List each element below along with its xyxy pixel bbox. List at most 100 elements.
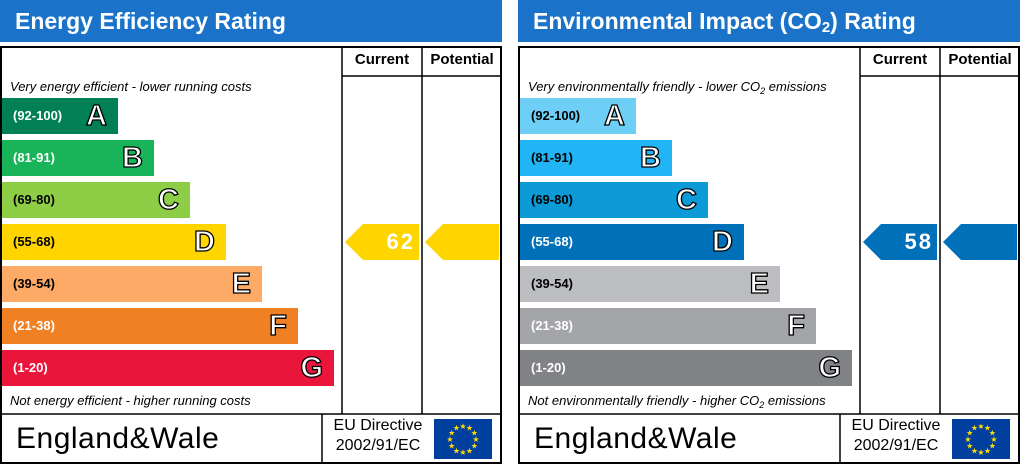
environmental-impact-panel: Environmental Impact (CO2) Rating Curren… [518, 0, 1020, 464]
eu-directive-line-1: EU Directive [851, 417, 941, 434]
band-range-label: (69-80) [531, 192, 573, 207]
band-letter: D [711, 225, 733, 258]
band-f: (21-38) F [2, 308, 298, 344]
band-b: (81-91) B [520, 140, 672, 176]
eu-star-icon: ★ [984, 424, 991, 433]
band-range-label: (21-38) [13, 318, 55, 333]
eu-star-icon: ★ [453, 446, 460, 455]
band-letter: F [787, 309, 806, 342]
band-letter: E [749, 267, 770, 300]
band-letter: A [603, 99, 625, 132]
title-part-2: ) Rating [830, 8, 916, 34]
title-subscript: 2 [821, 19, 831, 36]
top-note: Very energy efficient - lower running co… [10, 79, 252, 94]
band-range-label: (81-91) [13, 150, 55, 165]
top-note-subscript: 2 [760, 86, 766, 96]
eu-star-icon: ★ [459, 448, 466, 457]
band-g: (1-20) G [520, 350, 852, 386]
eu-star-icon: ★ [971, 446, 978, 455]
country-label: England&Wale [534, 422, 738, 455]
eu-star-icon: ★ [989, 442, 996, 451]
top-note-part-2: emissions [765, 79, 827, 94]
current-rating-value: 55 [824, 229, 853, 254]
bottom-note-part-2: emissions [764, 393, 826, 408]
potential-rating-value: 58 [904, 229, 933, 254]
eu-star-icon: ★ [966, 429, 973, 438]
eu-star-icon: ★ [977, 422, 984, 431]
eu-star-icon: ★ [459, 422, 466, 431]
current-arrow-shape [345, 224, 419, 260]
band-f: (21-38) F [520, 308, 816, 344]
table-grid-lines [518, 46, 1020, 464]
bottom-note-part-1: Not environmentally friendly - higher CO [528, 393, 760, 408]
eu-directive: EU Directive 2002/91/EC [844, 416, 948, 456]
column-header-potential: Potential [430, 51, 494, 68]
title-part-1: Environmental Impact (CO [533, 8, 822, 34]
bottom-note-subscript: 2 [759, 400, 765, 410]
band-letter: C [675, 183, 697, 216]
eu-star-icon: ★ [990, 435, 997, 444]
eu-star-icon: ★ [984, 446, 991, 455]
eu-star-icon: ★ [446, 435, 453, 444]
rating-table: Current Potential Very environmentally f… [518, 46, 1020, 464]
eu-star-icon: ★ [471, 442, 478, 451]
eu-directive-line-1: EU Directive [333, 417, 423, 434]
current-rating-value: 59 [306, 229, 335, 254]
band-range-label: (21-38) [531, 318, 573, 333]
eu-flag-icon: ★ ★ ★ ★ ★ ★ ★ ★ ★ ★ ★ ★ [952, 419, 1010, 459]
eu-star-icon: ★ [448, 442, 455, 451]
current-arrow-shape [863, 224, 937, 260]
band-c: (69-80) C [2, 182, 190, 218]
table-grid-lines [0, 46, 502, 464]
eu-star-icon: ★ [453, 424, 460, 433]
eu-directive: EU Directive 2002/91/EC [326, 416, 430, 456]
eu-star-icon: ★ [977, 448, 984, 457]
panel-title: Environmental Impact (CO2) Rating [518, 0, 1020, 42]
band-letter: E [231, 267, 252, 300]
band-range-label: (55-68) [531, 234, 573, 249]
band-letter: D [193, 225, 215, 258]
eu-star-icon: ★ [472, 435, 479, 444]
column-header-potential: Potential [948, 51, 1012, 68]
band-letter: B [639, 141, 661, 174]
band-letter: G [300, 351, 324, 384]
top-note-part-1: Very environmentally friendly - lower CO [528, 79, 761, 94]
column-header-current: Current [872, 51, 928, 68]
band-d: (55-68) D [2, 224, 226, 260]
band-letter: F [269, 309, 288, 342]
band-c: (69-80) C [520, 182, 708, 218]
band-range-label: (81-91) [531, 150, 573, 165]
band-a: (92-100) A [520, 98, 636, 134]
column-header-current: Current [354, 51, 410, 68]
band-e: (39-54) E [520, 266, 780, 302]
country-label: England&Wale [16, 422, 220, 455]
rating-table: Current Potential Very energy efficient … [0, 46, 502, 464]
band-range-label: (39-54) [531, 276, 573, 291]
eu-star-icon: ★ [471, 429, 478, 438]
eu-star-icon: ★ [466, 446, 473, 455]
bottom-note: Not energy efficient - higher running co… [10, 393, 251, 408]
eu-star-icon: ★ [466, 424, 473, 433]
band-range-label: (1-20) [531, 360, 566, 375]
eu-directive-line-2: 2002/91/EC [853, 437, 939, 454]
band-range-label: (1-20) [13, 360, 48, 375]
band-range-label: (92-100) [13, 108, 63, 123]
band-range-label: (55-68) [13, 234, 55, 249]
eu-directive-line-2: 2002/91/EC [335, 437, 421, 454]
band-a: (92-100) A [2, 98, 118, 134]
band-letter: G [818, 351, 842, 384]
eu-star-icon: ★ [971, 424, 978, 433]
band-range-label: (92-100) [531, 108, 581, 123]
eu-stars-icon: ★ ★★★★★★★★★★★ [446, 422, 479, 457]
band-range-label: (39-54) [13, 276, 55, 291]
bottom-note: Not environmentally friendly - higher CO… [528, 393, 826, 410]
eu-star-icon: ★ [966, 442, 973, 451]
top-note: Very environmentally friendly - lower CO… [528, 79, 827, 96]
band-g: (1-20) G [2, 350, 334, 386]
energy-efficiency-panel: Energy Efficiency Rating Current Potenti… [0, 0, 502, 464]
potential-arrow-shape [425, 224, 499, 260]
band-range-label: (69-80) [13, 192, 55, 207]
band-letter: A [85, 99, 107, 132]
panel-title: Energy Efficiency Rating [0, 0, 502, 42]
eu-stars-icon: ★ ★★★★★★★★★★★ [964, 422, 997, 457]
